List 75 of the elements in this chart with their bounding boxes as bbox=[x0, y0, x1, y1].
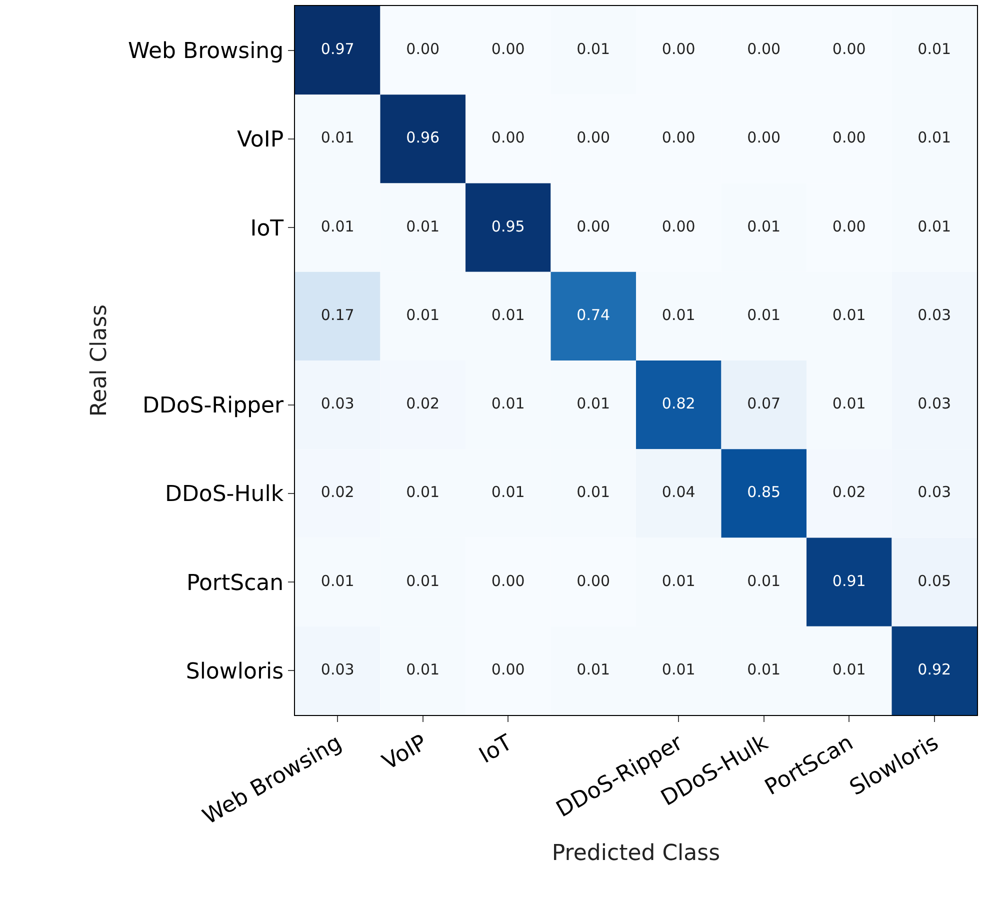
data-label: 0.03 bbox=[918, 483, 952, 502]
data-label: 0.02 bbox=[406, 394, 440, 413]
data-label: 0.97 bbox=[320, 40, 354, 58]
data-label: 0.01 bbox=[320, 217, 354, 236]
y-tick-label: DDoS-Hulk bbox=[165, 482, 284, 508]
data-label: 0.00 bbox=[832, 128, 866, 147]
data-label: 0.01 bbox=[918, 217, 952, 236]
data-label: 0.92 bbox=[918, 660, 952, 678]
data-label: 0.00 bbox=[491, 40, 525, 58]
y-tick-label: PortScan bbox=[186, 570, 284, 596]
data-label: 0.01 bbox=[662, 306, 696, 324]
data-label: 0.01 bbox=[832, 660, 866, 678]
data-label: 0.00 bbox=[491, 660, 525, 678]
data-label: 0.01 bbox=[576, 483, 610, 502]
data-label: 0.03 bbox=[918, 306, 952, 324]
data-label: 0.03 bbox=[320, 394, 354, 413]
data-label: 0.82 bbox=[662, 394, 696, 413]
data-label: 0.01 bbox=[832, 394, 866, 413]
y-tick-label: DDoS-Ripper bbox=[142, 394, 285, 419]
data-label: 0.01 bbox=[406, 660, 440, 678]
data-label: 0.01 bbox=[576, 40, 610, 58]
data-label: 0.03 bbox=[918, 394, 952, 413]
data-label: 0.00 bbox=[576, 128, 610, 147]
data-label: 0.07 bbox=[747, 394, 781, 413]
data-label: 0.74 bbox=[576, 306, 610, 324]
data-label: 0.00 bbox=[406, 40, 440, 58]
data-label: 0.03 bbox=[320, 660, 354, 678]
data-label: 0.01 bbox=[918, 128, 952, 147]
data-label: 0.01 bbox=[491, 394, 525, 413]
data-label: 0.01 bbox=[832, 306, 866, 324]
data-label: 0.02 bbox=[320, 483, 354, 502]
data-label: 0.96 bbox=[406, 128, 440, 147]
data-label: 0.01 bbox=[406, 572, 440, 590]
data-label: 0.01 bbox=[406, 306, 440, 324]
data-label: 0.01 bbox=[747, 572, 781, 590]
data-label: 0.00 bbox=[662, 40, 696, 58]
data-label: 0.00 bbox=[832, 217, 866, 236]
y-axis-title: Real Class bbox=[86, 304, 112, 417]
data-label: 0.00 bbox=[662, 128, 696, 147]
data-label: 0.00 bbox=[832, 40, 866, 58]
data-label: 0.01 bbox=[406, 217, 440, 236]
data-label: 0.00 bbox=[662, 217, 696, 236]
data-label: 0.01 bbox=[491, 306, 525, 324]
data-label: 0.01 bbox=[662, 572, 696, 590]
data-label: 0.00 bbox=[747, 128, 781, 147]
data-label: 0.01 bbox=[320, 572, 354, 590]
y-tick-label: Web Browsing bbox=[128, 39, 284, 64]
x-tick-label: VoIP bbox=[378, 730, 432, 776]
data-label: 0.00 bbox=[576, 217, 610, 236]
data-label: 0.01 bbox=[320, 128, 354, 147]
data-label: 0.85 bbox=[747, 483, 781, 502]
data-label: 0.02 bbox=[832, 483, 866, 502]
data-label: 0.01 bbox=[662, 660, 696, 678]
y-tick-label: IoT bbox=[250, 216, 284, 242]
data-label: 0.00 bbox=[491, 128, 525, 147]
data-label: 0.01 bbox=[576, 660, 610, 678]
data-label: 0.00 bbox=[491, 572, 525, 590]
data-label: 0.01 bbox=[747, 660, 781, 678]
y-tick-label: Slowloris bbox=[186, 659, 284, 684]
data-label: 0.95 bbox=[491, 217, 525, 236]
data-label: 0.05 bbox=[918, 572, 952, 590]
data-label: 0.00 bbox=[747, 40, 781, 58]
data-label: 0.01 bbox=[406, 483, 440, 502]
data-label: 0.01 bbox=[918, 40, 952, 58]
x-axis-title: Predicted Class bbox=[552, 840, 720, 866]
data-label: 0.01 bbox=[491, 483, 525, 502]
data-label: 0.01 bbox=[747, 306, 781, 324]
data-label: 0.01 bbox=[576, 394, 610, 413]
x-tick-label: IoT bbox=[475, 730, 518, 769]
data-label: 0.04 bbox=[662, 483, 696, 502]
data-label: 0.91 bbox=[832, 572, 866, 590]
data-label: 0.00 bbox=[576, 572, 610, 590]
data-label: 0.17 bbox=[320, 306, 354, 324]
y-tick-label: VoIP bbox=[237, 128, 284, 153]
data-label: 0.01 bbox=[747, 217, 781, 236]
